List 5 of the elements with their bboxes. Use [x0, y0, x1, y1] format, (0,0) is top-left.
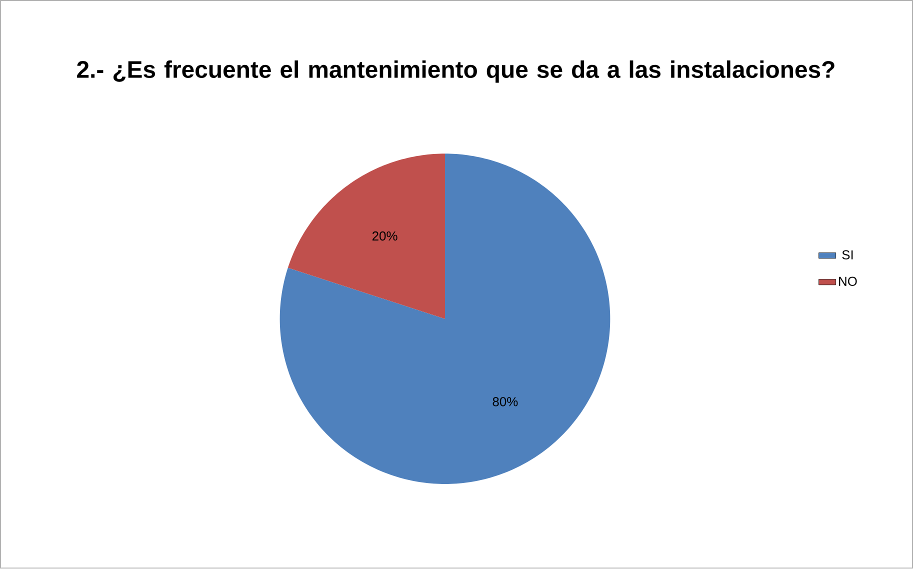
legend-label: SI [842, 250, 853, 260]
data-label: 20% [372, 232, 398, 241]
data-label: 80% [492, 397, 518, 406]
chart-title: 2.- ¿Es frecuente el mantenimiento que se da a las instalaciones? [77, 60, 834, 83]
legend-label: NO [839, 276, 857, 286]
